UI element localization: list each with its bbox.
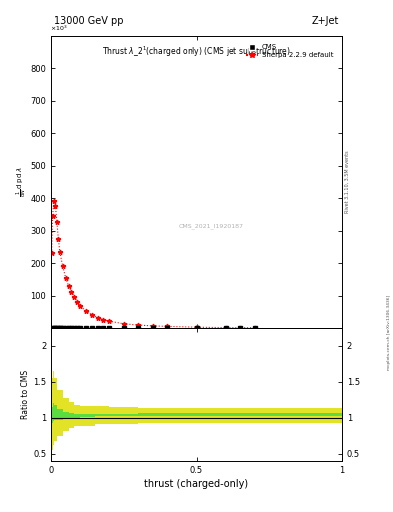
Text: mcplots.cern.ch [arXiv:1306.3436]: mcplots.cern.ch [arXiv:1306.3436] bbox=[387, 295, 391, 370]
X-axis label: thrust (charged-only): thrust (charged-only) bbox=[145, 479, 248, 489]
Text: Z+Jet: Z+Jet bbox=[312, 15, 339, 26]
Text: Thrust $\lambda\_2^1$(charged only) (CMS jet substructure): Thrust $\lambda\_2^1$(charged only) (CMS… bbox=[102, 45, 291, 59]
Y-axis label: Rivet 3.1.10, 3.5M events: Rivet 3.1.10, 3.5M events bbox=[345, 151, 350, 213]
Legend: CMS, Sherpa 2.2.9 default: CMS, Sherpa 2.2.9 default bbox=[244, 42, 336, 60]
Text: $\times 10^3$: $\times 10^3$ bbox=[50, 24, 67, 33]
Y-axis label: Ratio to CMS: Ratio to CMS bbox=[21, 370, 30, 419]
Text: CMS_2021_I1920187: CMS_2021_I1920187 bbox=[178, 223, 244, 228]
Text: 13000 GeV pp: 13000 GeV pp bbox=[54, 15, 123, 26]
Y-axis label: $\frac{1}{\mathrm{d}N}\,\mathrm{d}\,\mathrm{p}\,\mathrm{d}\,\lambda$: $\frac{1}{\mathrm{d}N}\,\mathrm{d}\,\mat… bbox=[15, 166, 29, 198]
